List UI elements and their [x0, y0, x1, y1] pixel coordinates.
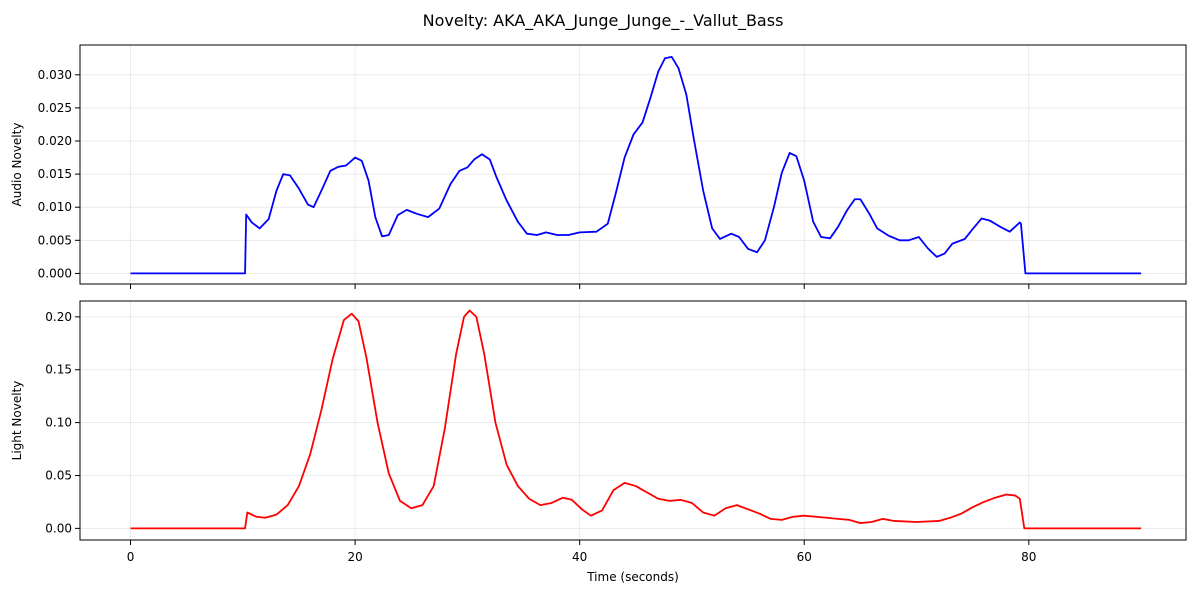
light-novelty-ylabel: Light Novelty — [10, 381, 24, 461]
light-novelty-xlabel: Time (seconds) — [586, 570, 679, 584]
audio-novelty-ytick-label: 0.025 — [38, 101, 72, 115]
audio-novelty-ytick-label: 0.030 — [38, 68, 72, 82]
light-novelty-axes-frame — [79, 300, 1187, 541]
light-novelty-axes: 0 20 40 60 80 0.00 0.05 0.10 0.15 0.20 Light Novel… — [10, 300, 1187, 584]
light-novelty-xtick-label: 20 — [347, 550, 362, 564]
light-novelty-ytick-label: 0.05 — [45, 468, 72, 482]
audio-novelty-series-line — [130, 56, 1142, 275]
audio-novelty-ytick-label: 0.020 — [38, 134, 72, 148]
audio-novelty-ylabel: Audio Novelty — [10, 123, 24, 207]
light-novelty-xtick-label: 40 — [572, 550, 587, 564]
audio-novelty-ytick-label: 0.010 — [38, 200, 72, 214]
light-novelty-ytick-label: 0.15 — [45, 363, 72, 377]
light-novelty-ytick-label: 0.10 — [45, 416, 72, 430]
light-novelty-series-line — [130, 309, 1142, 530]
light-novelty-xtick-label: 0 — [127, 550, 135, 564]
light-novelty-ytick-label: 0.20 — [45, 310, 72, 324]
audio-novelty-axes-frame — [79, 44, 1187, 285]
audio-novelty-ytick-label: 0.015 — [38, 167, 72, 181]
figure-title: Novelty: AKA_AKA_Junge_Junge_-_Vallut_Ba… — [423, 11, 784, 31]
light-novelty-ytick-label: 0.00 — [45, 521, 72, 535]
audio-novelty-ytick-label: 0.005 — [38, 233, 72, 247]
light-novelty-xtick-label: 60 — [797, 550, 812, 564]
light-novelty-xtick-label: 80 — [1021, 550, 1036, 564]
audio-novelty-ytick-label: 0.000 — [38, 266, 72, 280]
audio-novelty-axes: 0.000 0.005 0.010 0.015 0.020 0.025 0.030 Audio… — [10, 44, 1187, 289]
